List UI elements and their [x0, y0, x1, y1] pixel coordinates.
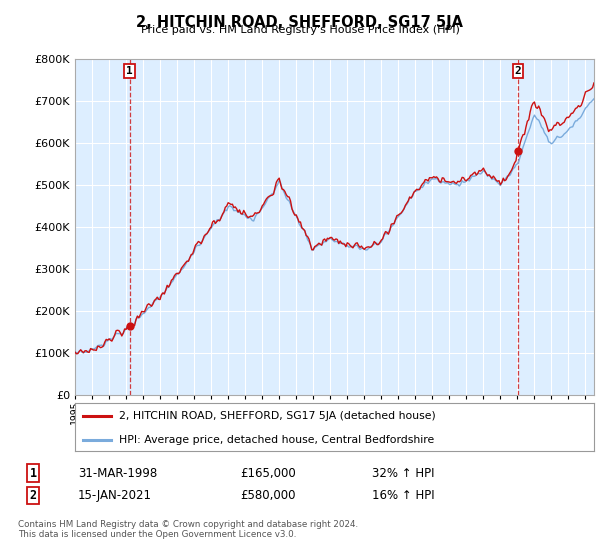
- Text: Contains HM Land Registry data © Crown copyright and database right 2024.
This d: Contains HM Land Registry data © Crown c…: [18, 520, 358, 539]
- Text: 31-MAR-1998: 31-MAR-1998: [78, 466, 157, 480]
- Text: 16% ↑ HPI: 16% ↑ HPI: [372, 489, 434, 502]
- Text: Price paid vs. HM Land Registry's House Price Index (HPI): Price paid vs. HM Land Registry's House …: [140, 25, 460, 35]
- Text: 1: 1: [126, 67, 133, 76]
- Text: HPI: Average price, detached house, Central Bedfordshire: HPI: Average price, detached house, Cent…: [119, 435, 434, 445]
- Text: £580,000: £580,000: [240, 489, 296, 502]
- Text: 2: 2: [29, 489, 37, 502]
- Text: 1: 1: [29, 466, 37, 480]
- Text: 15-JAN-2021: 15-JAN-2021: [78, 489, 152, 502]
- Text: 32% ↑ HPI: 32% ↑ HPI: [372, 466, 434, 480]
- Text: £165,000: £165,000: [240, 466, 296, 480]
- Text: 2, HITCHIN ROAD, SHEFFORD, SG17 5JA: 2, HITCHIN ROAD, SHEFFORD, SG17 5JA: [137, 15, 464, 30]
- Text: 2: 2: [515, 67, 521, 76]
- Text: 2, HITCHIN ROAD, SHEFFORD, SG17 5JA (detached house): 2, HITCHIN ROAD, SHEFFORD, SG17 5JA (det…: [119, 411, 436, 421]
